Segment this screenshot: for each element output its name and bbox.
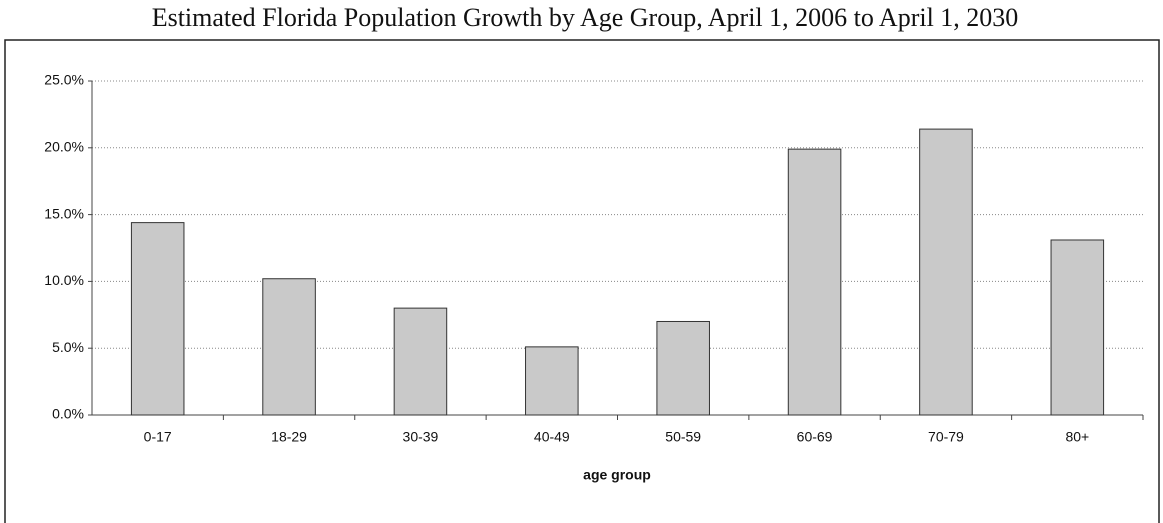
- bar: [656, 320, 710, 416]
- x-tick-label: 0-17: [144, 429, 172, 445]
- bar: [1050, 239, 1105, 416]
- chart-title: Estimated Florida Population Growth by A…: [152, 3, 1019, 32]
- y-tick-label: 20.0%: [44, 139, 84, 155]
- x-tick-label: 80+: [1065, 429, 1089, 445]
- y-tick-label: 0.0%: [52, 406, 84, 422]
- bar: [525, 346, 579, 416]
- chart-frame: [4, 39, 1160, 523]
- y-tick-label: 25.0%: [44, 72, 84, 88]
- x-tick-label: 70-79: [928, 429, 964, 445]
- bar: [262, 278, 316, 416]
- x-tick-label: 40-49: [534, 429, 570, 445]
- y-tick-label: 10.0%: [44, 272, 84, 288]
- x-tick-label: 30-39: [403, 429, 439, 445]
- x-axis-title: age group: [583, 467, 651, 483]
- bar: [393, 307, 448, 416]
- bar: [919, 128, 973, 416]
- bar: [787, 148, 842, 416]
- y-tick-label: 15.0%: [44, 205, 84, 221]
- bar: [130, 222, 185, 416]
- x-tick-label: 50-59: [665, 429, 701, 445]
- y-tick-label: 5.0%: [52, 339, 84, 355]
- x-tick-label: 60-69: [797, 429, 833, 445]
- x-tick-label: 18-29: [271, 429, 307, 445]
